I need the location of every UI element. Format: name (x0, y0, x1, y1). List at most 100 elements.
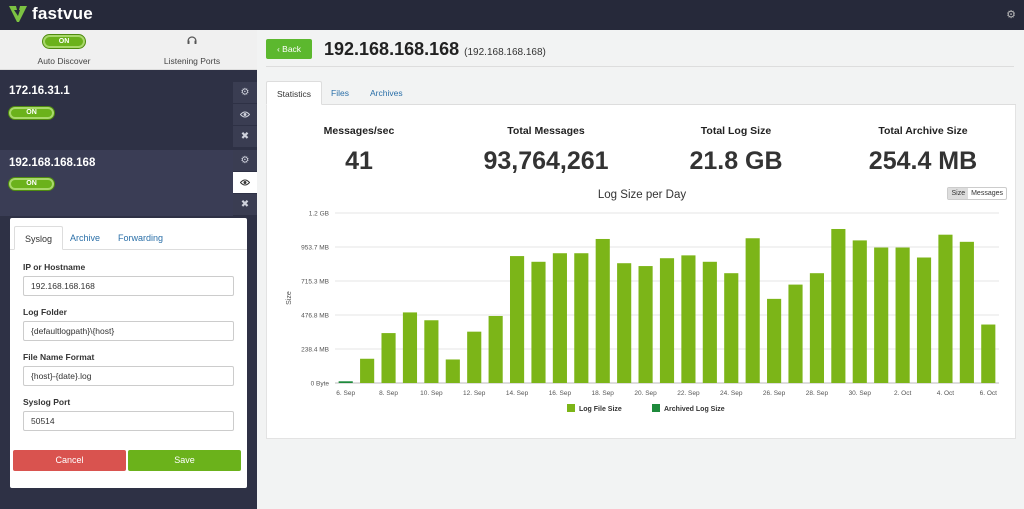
chevron-left-icon: ‹ (276, 44, 280, 54)
bar-log-file-size (381, 333, 396, 383)
bar-log-file-size (852, 240, 867, 383)
tab-archive[interactable]: Archive (70, 233, 101, 243)
y-tick-label: 476.8 MB (301, 313, 329, 320)
bar-log-file-size (467, 331, 482, 383)
listening-ports-label: Listening Ports (163, 56, 221, 66)
x-tick-label: 4. Oct (937, 390, 955, 397)
save-button[interactable]: Save (128, 450, 241, 471)
page-title: 192.168.168.168 (192.168.168.168) (324, 39, 546, 60)
tab-forwarding[interactable]: Forwarding (118, 233, 164, 243)
eye-icon[interactable] (233, 172, 257, 194)
messages-toggle-button[interactable]: Messages (971, 190, 1003, 197)
gear-icon[interactable]: ⚙ (233, 150, 257, 172)
host-subtitle: (192.168.168.168) (464, 47, 546, 58)
legend-label: Archived Log Size (664, 406, 725, 413)
host-settings-panel: Syslog Archive Forwarding IP or Hostname… (10, 218, 247, 488)
ip-hostname-input[interactable]: 192.168.168.168 (23, 276, 234, 296)
x-tick-label: 30. Sep (849, 390, 872, 397)
tab-files[interactable]: Files (331, 88, 349, 98)
bar-log-file-size (959, 241, 974, 383)
y-tick-label: 0 Byte (311, 381, 330, 388)
logo: fastvue (8, 4, 93, 24)
x-tick-label: 8. Sep (379, 390, 398, 397)
bar-log-file-size (509, 256, 525, 383)
bar-log-file-size (938, 234, 953, 383)
bar-log-file-size (981, 324, 996, 383)
stat-messages-per-sec: Messages/sec 41 (274, 125, 444, 176)
x-tick-label: 16. Sep (549, 390, 572, 397)
x-tick-label: 20. Sep (634, 390, 657, 397)
close-icon[interactable]: ✖ (233, 126, 257, 148)
bar-log-file-size (488, 315, 503, 383)
bar-log-file-size (788, 284, 803, 383)
auto-discover: ON Auto Discover (0, 30, 128, 70)
legend-swatch (652, 404, 660, 412)
tab-archives[interactable]: Archives (370, 88, 403, 98)
syslog-port-label: Syslog Port (23, 397, 71, 407)
x-tick-label: 26. Sep (763, 390, 786, 397)
bar-log-file-size (659, 258, 675, 383)
x-tick-label: 6. Sep (336, 390, 355, 397)
stat-total-log-size: Total Log Size 21.8 GB (651, 125, 821, 176)
x-tick-label: 24. Sep (720, 390, 743, 397)
auto-discover-toggle[interactable]: ON (43, 35, 85, 48)
stat-value: 41 (345, 147, 373, 175)
bar-log-file-size (809, 273, 825, 383)
stat-label: Messages/sec (323, 125, 395, 137)
host-toggle[interactable]: ON (9, 107, 54, 119)
bar-log-file-size (724, 273, 739, 383)
host-item-selected[interactable]: 192.168.168.168 ON ⚙ ✖ (0, 150, 257, 216)
y-tick-label: 953.7 MB (301, 244, 329, 251)
x-tick-label: 2. Oct (894, 390, 912, 397)
settings-gear-icon[interactable]: ⚙ (1006, 9, 1016, 21)
cancel-button[interactable]: Cancel (13, 450, 126, 471)
y-tick-label: 238.4 MB (301, 347, 329, 354)
settings-tabs: Syslog Archive Forwarding (10, 226, 247, 250)
stat-label: Total Log Size (700, 125, 772, 137)
close-icon[interactable]: ✖ (233, 194, 257, 216)
host-item[interactable]: 172.16.31.1 ON ⚙ ✖ (0, 82, 257, 148)
app-name: fastvue (32, 4, 93, 23)
eye-icon[interactable] (233, 104, 257, 126)
top-bar: fastvue ⚙ (0, 0, 1024, 30)
stat-value: 254.4 MB (868, 147, 978, 175)
host-toggle[interactable]: ON (9, 178, 54, 190)
chart-title: Log Size per Day (597, 189, 687, 201)
tab-syslog[interactable]: Syslog (14, 226, 64, 250)
log-folder-input[interactable]: {defaultlogpath}\{host} (23, 321, 234, 341)
bar-log-file-size (552, 253, 567, 383)
y-tick-label: 715.3 MB (301, 278, 329, 285)
bar-log-file-size (831, 228, 846, 383)
host-actions: ⚙ ✖ (233, 82, 257, 148)
y-tick-label: 1.2 GB (309, 211, 329, 218)
x-tick-label: 10. Sep (420, 390, 443, 397)
host-title: 192.168.168.168 (324, 39, 460, 59)
bar-log-file-size (424, 320, 439, 383)
stat-label: Total Archive Size (878, 125, 968, 137)
statistics-panel: Messages/sec 41 Total Messages 93,764,26… (266, 105, 1016, 439)
listening-ports-button[interactable]: Listening Ports (128, 30, 256, 70)
syslog-port-input[interactable]: 50514 (23, 411, 234, 431)
host-actions: ⚙ ✖ (233, 150, 257, 216)
bar-log-file-size (895, 247, 910, 383)
back-button[interactable]: ‹ Back (266, 39, 312, 59)
stat-value: 21.8 GB (689, 147, 783, 175)
bar-log-file-size (360, 358, 375, 383)
fastvue-logo-icon (9, 6, 27, 22)
x-tick-label: 6. Oct (980, 390, 998, 397)
log-size-chart: 0 Byte 238.4 MB 476.8 MB 715.3 MB 953.7 MB 1.… (286, 211, 999, 413)
tab-statistics[interactable]: Statistics (266, 81, 323, 105)
x-tick-label: 22. Sep (677, 390, 700, 397)
bar-log-file-size (531, 261, 546, 383)
bar-log-file-size (402, 312, 418, 383)
stat-value: 93,764,261 (483, 147, 609, 175)
bar-archived-log-size (338, 381, 353, 383)
bar-log-file-size (745, 238, 760, 383)
size-toggle-button[interactable]: Size (948, 188, 969, 199)
divider (266, 66, 1014, 67)
bar-log-file-size (702, 261, 717, 383)
stat-label: Total Messages (507, 125, 585, 137)
file-name-format-input[interactable]: {host}-{date}.log (23, 366, 234, 386)
gear-icon[interactable]: ⚙ (233, 82, 257, 104)
ip-hostname-label: IP or Hostname (23, 262, 86, 272)
